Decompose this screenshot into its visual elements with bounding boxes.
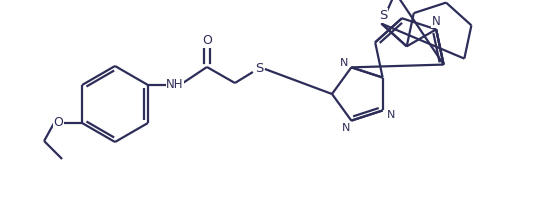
Text: O: O (53, 117, 63, 129)
Text: N: N (340, 58, 349, 68)
Text: S: S (255, 63, 263, 75)
Text: N: N (386, 111, 395, 121)
Text: NH: NH (166, 79, 183, 91)
Text: N: N (342, 123, 350, 133)
Text: O: O (202, 34, 212, 48)
Text: S: S (379, 9, 388, 22)
Text: N: N (432, 15, 440, 28)
